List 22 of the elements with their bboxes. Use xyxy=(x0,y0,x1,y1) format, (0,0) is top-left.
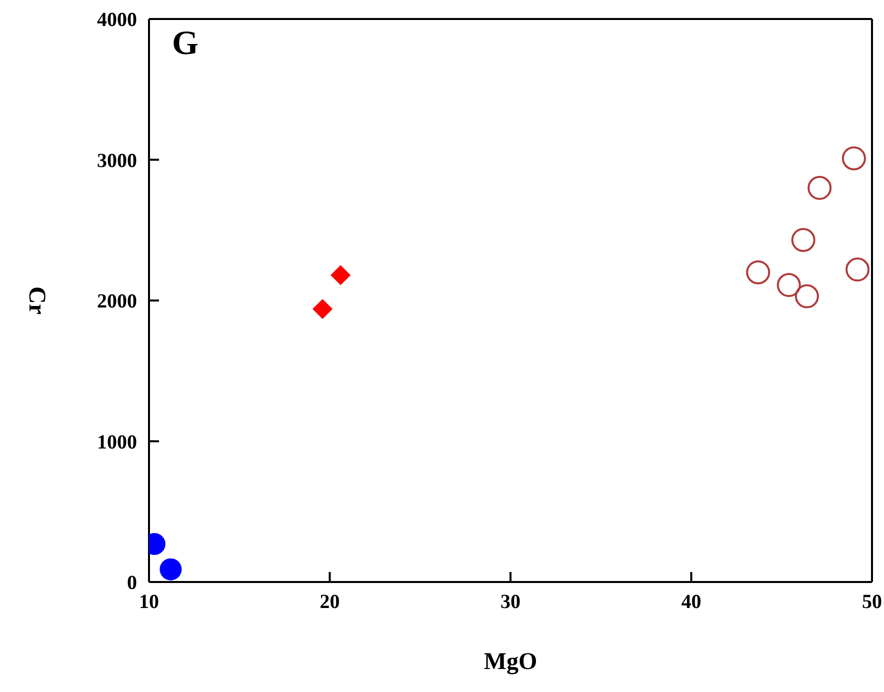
point xyxy=(746,260,770,284)
point xyxy=(791,228,816,252)
annotation: G xyxy=(172,25,198,62)
x-axis-title: MgO xyxy=(484,649,538,675)
point xyxy=(330,265,351,286)
x-tick-label: 40 xyxy=(681,591,702,614)
y-tick-label: 0 xyxy=(127,572,137,594)
x-tick-label: 10 xyxy=(139,591,159,614)
point xyxy=(776,273,801,298)
y-tick-label: 4000 xyxy=(97,9,137,32)
point xyxy=(312,298,333,319)
y-axis-title: Cr xyxy=(23,286,50,315)
y-tick-label: 2000 xyxy=(97,290,137,313)
x-tick-label: 30 xyxy=(500,591,520,614)
x-tick-label: 50 xyxy=(862,591,882,614)
point xyxy=(808,176,832,200)
point xyxy=(846,258,870,282)
y-tick-label: 3000 xyxy=(97,150,137,172)
y-tick-label: 1000 xyxy=(97,431,137,454)
x-tick-label: 20 xyxy=(320,591,340,614)
point xyxy=(794,284,819,308)
point xyxy=(842,146,866,170)
